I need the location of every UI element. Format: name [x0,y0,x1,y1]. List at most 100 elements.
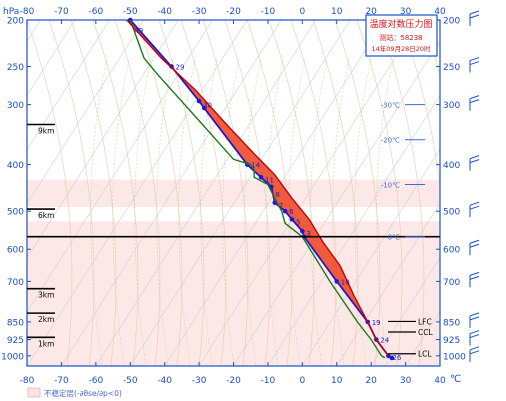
isotherm-line [27,20,110,151]
isotherm-line [27,20,76,97]
dry-adiabat-line [27,20,73,366]
y-tick-label-left: 400 [7,161,24,171]
dry-adiabat-line [136,20,183,366]
y-tick-label-right: 925 [443,336,460,346]
level-label: CCL [418,328,433,337]
x-tick-label-top: -70 [54,7,69,17]
x-tick-label-top: -10 [261,7,276,17]
wind-barb-flag [469,271,480,276]
moist-adiabat-line [112,59,130,366]
y-tick-label-right: 500 [443,208,460,218]
temperature-point-label: 10 [341,278,350,286]
wind-barb-flag [469,239,480,244]
temperature-point-label: 5 [296,218,300,226]
title-box [365,14,438,57]
y-tick-label-left: 1000 [1,352,24,362]
temperature-point [334,279,340,284]
temperature-point-label: 6 [289,208,294,216]
isotherm-line [27,20,145,205]
moist-adiabat-line [200,59,218,366]
legend-label: 不稳定层(-∂θse/∂p<0) [44,388,122,398]
x-tick-label-bottom: 20 [365,376,377,386]
station-text: 测站：58238 [379,33,422,42]
wind-barb-flag [469,350,480,355]
moist-adiabat-line [178,59,196,366]
temperature-point-label: 11 [265,177,274,185]
isotherm-line [301,148,440,366]
x-tick-label-top: 0 [299,7,305,17]
moist-adiabat-line [376,59,394,366]
temperature-point-label: 8 [275,191,279,199]
isotherm-line [474,20,506,366]
dry-adiabat-line [356,20,403,366]
y-tick-label-right: 850 [443,318,460,328]
wind-barb-flag [469,205,480,210]
dry-adiabat-line [422,20,440,76]
x-tick-label-top: -40 [157,7,172,17]
dry-adiabat-line [180,20,227,366]
dry-adiabat-line [489,20,506,366]
temperature-point-label: 24 [380,337,389,345]
y-tick-label-left: 700 [7,278,24,288]
unstable-band [27,179,440,207]
x-tick-label-bottom: -70 [54,376,69,386]
isotherm-line [27,20,179,259]
temperature-point [169,64,174,69]
moist-adiabat-line [90,59,108,366]
temperature-point-label: 29 [176,64,185,72]
x-tick-label-top: -30 [192,7,207,17]
y-tick-label-left: 300 [7,101,24,111]
guide-lines [0,20,506,366]
height-marker-label: 2km [38,315,54,324]
isotherm-line [27,20,213,313]
x-tick-label-top: 40 [434,7,446,17]
unstable-band [27,221,440,250]
x-tick-label-top: -80 [20,7,35,17]
isotherm-line [95,20,317,366]
wind-barb-flag [469,61,480,66]
x-tick-label-bottom: 40 [434,376,446,386]
wind-barb-flag [469,14,480,19]
y-tick-label-left: 925 [7,336,24,346]
unstable-band [27,249,440,366]
dry-adiabat-line [70,20,117,366]
y-tick-label-right: 600 [443,246,460,256]
height-marker-label: 6km [38,211,54,220]
moist-adiabat-line [310,59,328,366]
isotherm-line [0,20,6,366]
moist-adiabat-line [266,59,284,366]
isotherm-line [233,40,440,366]
wind-barb-flag [469,243,480,248]
x-tick-label-top: -20 [226,7,241,17]
wind-barb-flag [469,10,480,15]
moist-adiabat-line [156,59,174,366]
level-label: LFC [418,317,432,326]
legend-swatch [27,387,41,398]
temperature-point [282,208,288,214]
chart-annotations: 9km 6km 3km 2km 1km LFC CCL LCL -30℃ -20℃ -10℃ 0℃ [27,102,440,359]
isotherm-line [370,256,440,366]
moist-adiabat-line [222,59,240,366]
moist-adiabat-line [354,59,372,366]
x-tick-label-bottom: -40 [157,376,172,386]
y-tick-label-left: 200 [7,17,24,27]
wind-barb-flag [469,334,480,339]
wind-barb-flag [469,316,480,321]
x-axis-unit: ℃ [450,374,461,385]
y-tick-label-right: 400 [443,161,460,171]
y-tick-label-left: 850 [7,318,24,328]
dry-adiabat-line [378,20,425,366]
temperature-point-label: 30 [203,102,212,110]
dry-adiabat-line [268,20,315,366]
isotherm-label: 0℃ [388,234,400,242]
height-marker-label: 9km [38,126,54,135]
dry-adiabat-line [400,20,440,188]
wind-barb-flag [469,57,480,62]
wind-barb-flag [469,346,480,351]
temperature-point-label: 7 [279,202,283,210]
dry-adiabat-line [290,20,337,366]
wind-barb-flag [469,330,480,335]
x-tick-label-top: 10 [331,7,343,17]
x-tick-label-bottom: -20 [226,376,241,386]
